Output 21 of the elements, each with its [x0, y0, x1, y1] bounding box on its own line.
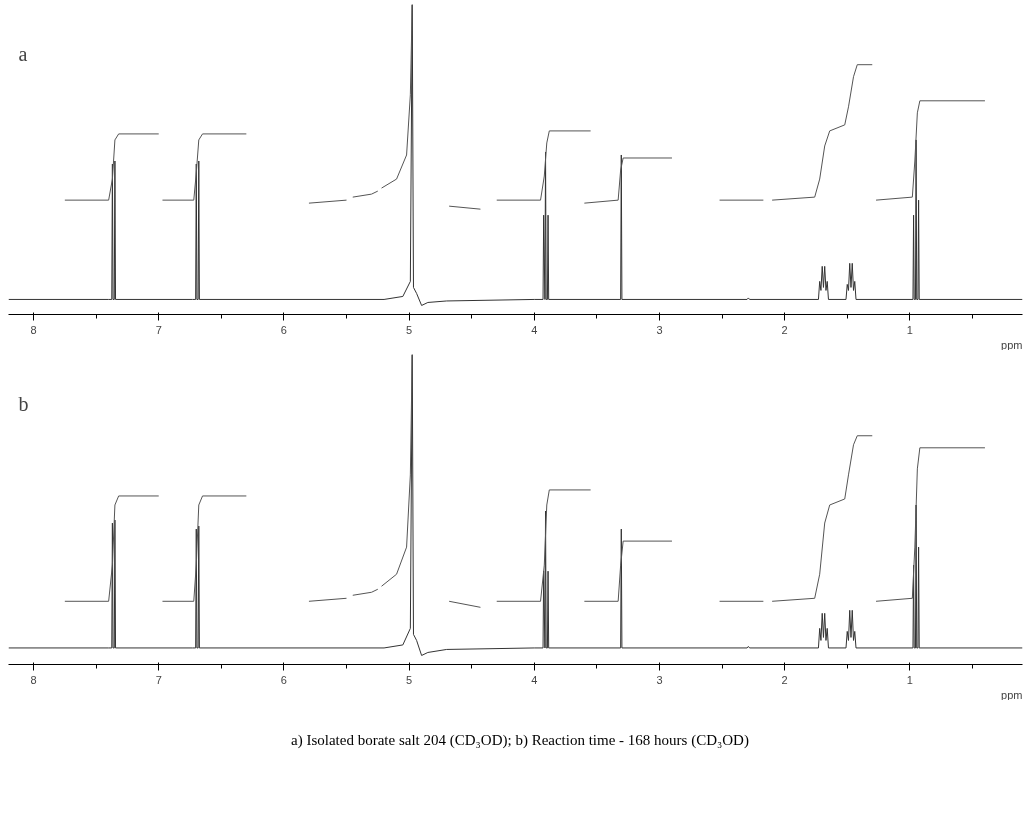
x-tick-label: 6: [280, 323, 287, 336]
x-tick-label: 2: [781, 323, 788, 336]
x-tick-label: 1: [906, 673, 913, 686]
x-tick-label: 8: [30, 673, 37, 686]
x-tick-label: 2: [781, 673, 788, 686]
x-tick-label: 3: [656, 673, 663, 686]
x-tick-label: 5: [406, 323, 413, 336]
x-tick-label: 4: [531, 323, 538, 336]
x-tick-label: 4: [531, 673, 538, 686]
x-tick-label: 7: [155, 673, 162, 686]
x-axis-title: ppm: [1001, 338, 1023, 351]
x-tick-label: 7: [155, 323, 162, 336]
x-tick-label: 6: [280, 673, 287, 686]
x-tick-label: 8: [30, 323, 37, 336]
x-axis-title: ppm: [1001, 688, 1023, 701]
x-tick-label: 5: [406, 673, 413, 686]
text: b: [18, 392, 29, 415]
text: a) Isolated borate salt 204 (CD₃OD); b) Reaction time - 168 hours (CD₃OD): [291, 731, 749, 750]
text: a: [18, 42, 28, 65]
x-tick-label: 1: [906, 323, 913, 336]
x-tick-label: 3: [656, 323, 663, 336]
